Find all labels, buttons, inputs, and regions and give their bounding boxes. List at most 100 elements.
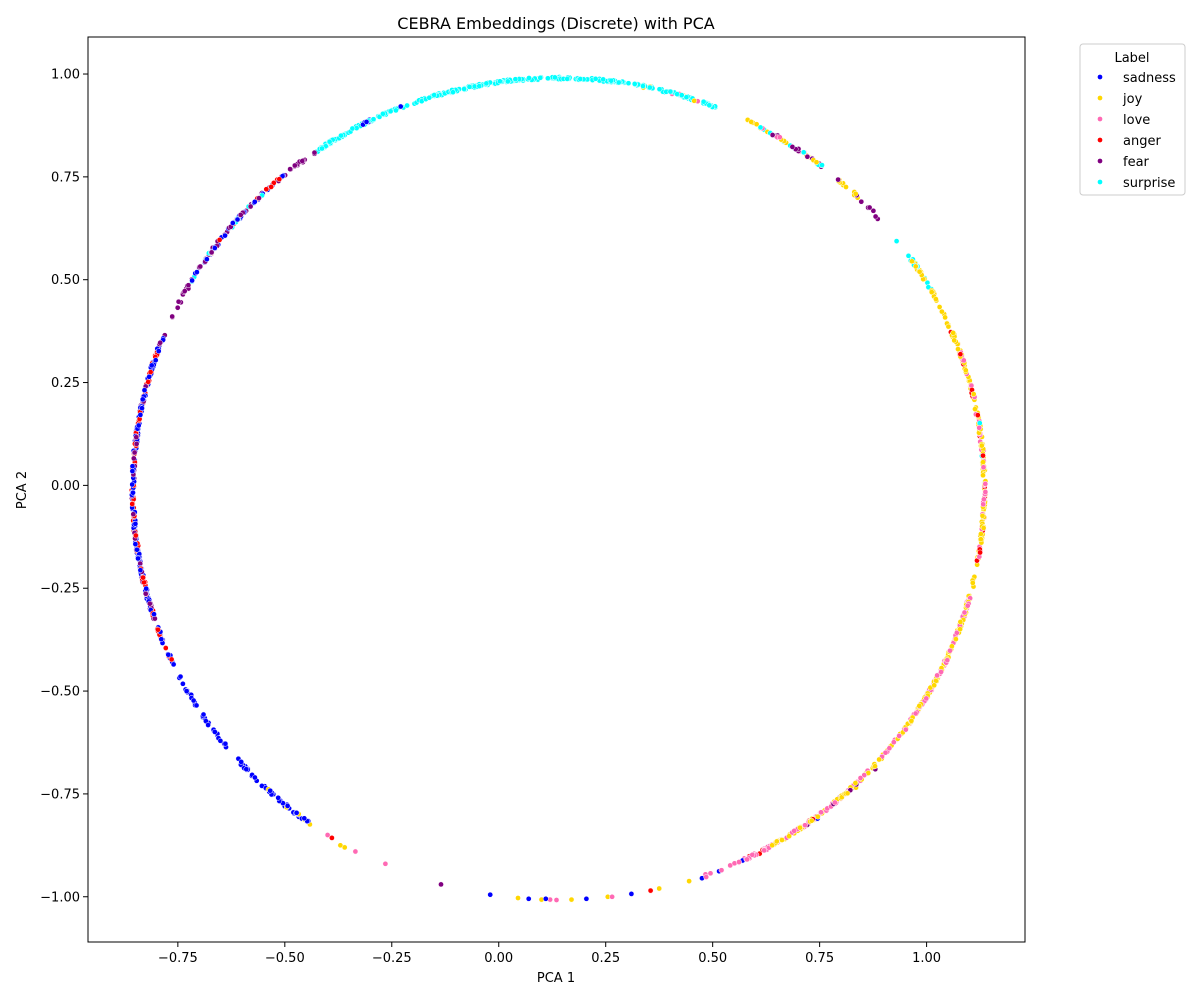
point-fear bbox=[131, 449, 138, 456]
point-sadness bbox=[222, 740, 229, 747]
point-sadness bbox=[151, 611, 157, 618]
point-sadness bbox=[189, 277, 195, 284]
point-love bbox=[609, 893, 615, 900]
point-joy bbox=[814, 813, 821, 820]
point-anger bbox=[155, 626, 161, 633]
point-sadness bbox=[205, 722, 211, 728]
point-joy bbox=[341, 844, 348, 851]
point-love bbox=[923, 695, 930, 702]
point-fear bbox=[237, 212, 244, 218]
point-joy bbox=[813, 159, 820, 166]
point-surprise bbox=[592, 75, 599, 82]
point-sadness bbox=[193, 702, 200, 709]
point-surprise bbox=[326, 138, 333, 145]
point-joy bbox=[753, 121, 760, 128]
point-sadness bbox=[165, 651, 172, 658]
point-surprise bbox=[450, 89, 456, 96]
y-axis: −1.00 −0.75 −0.50 −0.25 0.00 0.25 0.50 0.75 1.00 bbox=[40, 68, 88, 905]
legend-label-surprise: surprise bbox=[1123, 176, 1175, 191]
point-joy bbox=[872, 763, 878, 770]
point-love bbox=[944, 657, 951, 664]
point-anger bbox=[268, 184, 275, 190]
point-surprise bbox=[431, 92, 438, 98]
point-sadness bbox=[183, 688, 190, 694]
x-tick-label: 0.50 bbox=[698, 951, 727, 966]
legend-marker-joy bbox=[1097, 95, 1103, 101]
point-love bbox=[818, 809, 824, 816]
point-sadness bbox=[132, 541, 139, 547]
point-surprise bbox=[319, 145, 325, 152]
y-tick-label: −0.25 bbox=[40, 582, 80, 597]
point-sadness bbox=[177, 673, 184, 680]
point-love bbox=[954, 629, 960, 636]
point-joy bbox=[939, 308, 945, 315]
point-sadness bbox=[204, 256, 210, 263]
point-joy bbox=[957, 619, 964, 625]
point-surprise bbox=[504, 78, 511, 85]
point-joy bbox=[972, 406, 978, 412]
point-surprise bbox=[819, 162, 825, 168]
point-anger bbox=[977, 549, 983, 556]
point-love bbox=[981, 496, 987, 503]
point-love bbox=[912, 710, 919, 717]
point-anger bbox=[145, 379, 152, 385]
point-joy bbox=[942, 314, 948, 321]
point-surprise bbox=[526, 75, 532, 81]
y-axis-label: PCA 2 bbox=[15, 471, 30, 509]
point-fear bbox=[299, 158, 306, 164]
point-joy bbox=[916, 268, 923, 275]
legend-marker-sadness bbox=[1097, 74, 1103, 80]
point-fear bbox=[287, 166, 293, 172]
point-surprise bbox=[338, 132, 344, 139]
point-fear bbox=[858, 198, 865, 205]
point-sadness bbox=[284, 803, 291, 809]
point-sadness bbox=[141, 387, 148, 394]
point-anger bbox=[132, 532, 139, 539]
point-surprise bbox=[387, 108, 394, 115]
point-surprise bbox=[893, 238, 900, 244]
point-fear bbox=[181, 288, 188, 294]
point-love bbox=[902, 726, 909, 733]
legend-box bbox=[1079, 43, 1186, 196]
point-fear bbox=[769, 132, 776, 138]
legend-marker-love bbox=[1097, 116, 1103, 122]
point-surprise bbox=[905, 252, 912, 259]
point-joy bbox=[909, 258, 915, 265]
point-love bbox=[382, 860, 389, 867]
point-anger bbox=[647, 887, 654, 894]
points-layer bbox=[128, 74, 989, 903]
point-joy bbox=[656, 885, 663, 892]
point-surprise bbox=[757, 124, 764, 131]
point-love bbox=[802, 822, 808, 829]
point-surprise bbox=[667, 88, 674, 95]
point-joy bbox=[978, 536, 984, 543]
point-sadness bbox=[137, 567, 144, 574]
point-love bbox=[761, 847, 768, 854]
point-fear bbox=[866, 204, 873, 211]
point-love bbox=[947, 647, 953, 654]
point-sadness bbox=[158, 636, 165, 643]
legend-title: Label bbox=[1114, 51, 1149, 66]
x-tick-label: −0.25 bbox=[372, 951, 412, 966]
point-anger bbox=[270, 180, 277, 186]
point-love bbox=[882, 749, 889, 756]
legend-label-joy: joy bbox=[1122, 92, 1143, 107]
point-surprise bbox=[476, 83, 483, 89]
point-joy bbox=[876, 756, 882, 763]
point-joy bbox=[928, 289, 935, 295]
point-joy bbox=[748, 119, 755, 125]
point-joy bbox=[779, 837, 785, 843]
point-joy bbox=[970, 391, 977, 397]
point-sadness bbox=[243, 766, 250, 773]
point-anger bbox=[980, 452, 986, 459]
point-surprise bbox=[700, 98, 707, 105]
point-surprise bbox=[656, 86, 663, 93]
point-surprise bbox=[646, 84, 653, 91]
point-joy bbox=[786, 833, 792, 840]
point-surprise bbox=[537, 74, 544, 81]
point-joy bbox=[931, 682, 938, 689]
point-sadness bbox=[137, 412, 144, 418]
point-anger bbox=[216, 237, 223, 243]
legend-entries: sadness joy love anger fear surprise bbox=[1097, 71, 1176, 191]
